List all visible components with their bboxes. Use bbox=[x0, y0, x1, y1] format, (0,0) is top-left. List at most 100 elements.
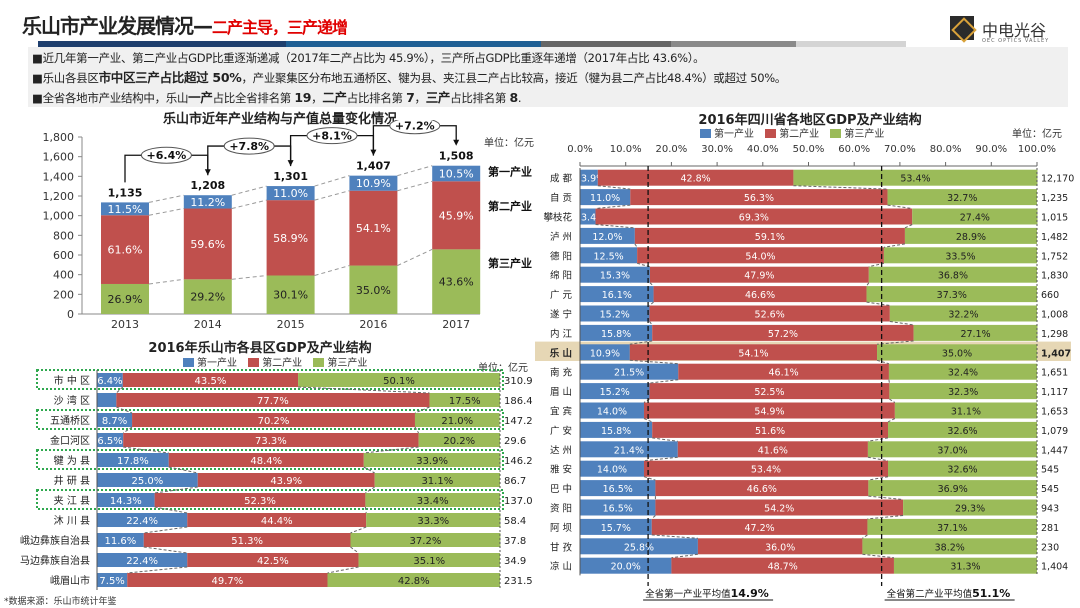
bar-label: 16.1% bbox=[602, 290, 632, 301]
gdp-value: 943 bbox=[1041, 504, 1059, 515]
bar-label: 31.1% bbox=[951, 407, 981, 418]
bar-primary bbox=[101, 202, 149, 216]
row-label: 市 中 区 bbox=[54, 374, 90, 387]
connector-line bbox=[397, 165, 433, 177]
bar-secondary bbox=[127, 573, 328, 587]
bar-tertiary bbox=[904, 227, 1037, 244]
chart2-title: 2016年乐山市各县区GDP及产业结构 bbox=[148, 341, 372, 356]
bar-label: 36.0% bbox=[765, 542, 795, 553]
row-label: 凉 山 bbox=[550, 561, 572, 573]
chart3-plot: 0.0% 10.0% 20.0% 30.0% 40.0% 50.0% 60.0% 70.0% 8… bbox=[535, 144, 1074, 601]
bar-tertiary bbox=[429, 393, 500, 407]
bar-primary bbox=[97, 453, 169, 467]
bar-label: 6.4% bbox=[97, 376, 122, 387]
average-value: 14.9% bbox=[731, 587, 769, 600]
bar-label: 25.0% bbox=[131, 476, 163, 487]
connector-line bbox=[122, 426, 133, 434]
average-value: 51.1% bbox=[972, 587, 1010, 600]
bar-label: 53.4% bbox=[900, 174, 930, 185]
bar-label: 27.1% bbox=[960, 329, 990, 340]
connector-line bbox=[867, 437, 889, 442]
legend-swatch-secondary bbox=[765, 129, 777, 138]
connector-line bbox=[889, 398, 896, 403]
bar-primary bbox=[266, 186, 315, 201]
bullet-text: 占比排名第 bbox=[346, 91, 407, 105]
bar-label: 14.0% bbox=[597, 407, 627, 418]
bar-label: 37.1% bbox=[937, 523, 967, 534]
bar-primary bbox=[580, 189, 631, 206]
row-label: 攀枝花 bbox=[543, 212, 572, 224]
growth-label: +6.4% bbox=[147, 149, 187, 162]
bar-secondary bbox=[143, 533, 351, 547]
growth-label: +7.2% bbox=[395, 120, 435, 133]
bar-label: 43.9% bbox=[270, 476, 302, 487]
bar-tertiary bbox=[912, 208, 1038, 225]
gdp-value: 231.5 bbox=[504, 576, 533, 587]
growth-badge bbox=[306, 127, 358, 145]
bar-tertiary bbox=[418, 433, 500, 447]
connector-line bbox=[629, 340, 653, 345]
bar-label: 51.3% bbox=[231, 536, 263, 547]
bar-secondary bbox=[634, 227, 905, 244]
row-label: 成 都 bbox=[550, 173, 573, 185]
bar-tertiary bbox=[349, 265, 398, 314]
bullet-text: 8 bbox=[509, 90, 518, 105]
legend-swatch-primary bbox=[183, 358, 194, 367]
bar-label: 46.6% bbox=[747, 484, 777, 495]
highlight-outline bbox=[36, 369, 504, 390]
growth-label: +8.1% bbox=[312, 130, 352, 143]
connector-line bbox=[154, 506, 188, 514]
bar-secondary bbox=[652, 421, 889, 438]
connector-line bbox=[883, 243, 906, 248]
chart1-plot: 0 200 400 600 800 1,000 1,200 1,400 1,600 1,800 26… bbox=[43, 120, 532, 331]
connector-line bbox=[327, 566, 359, 574]
gdp-value: 660 bbox=[1041, 290, 1059, 301]
connector-line bbox=[397, 180, 433, 192]
series-label: 第二产业 bbox=[488, 199, 532, 213]
bar-label: 20.2% bbox=[443, 436, 475, 447]
y-tick-label: 1,600 bbox=[43, 151, 75, 164]
connector-line bbox=[866, 282, 870, 287]
bar-tertiary bbox=[867, 441, 1037, 458]
connector-line bbox=[116, 406, 133, 414]
bar-primary bbox=[580, 499, 656, 516]
y-tick-label: 1,800 bbox=[43, 131, 75, 144]
highlight-outline bbox=[36, 489, 504, 510]
gdp-value: 1,298 bbox=[1041, 329, 1068, 340]
row-label: 五通桥区 bbox=[50, 415, 90, 427]
bar-label: 57.2% bbox=[768, 329, 798, 340]
connector-line bbox=[363, 446, 419, 454]
gdp-value: 1,651 bbox=[1041, 368, 1068, 379]
chart3-legend: 第一产业 第二产业 第三产业 bbox=[692, 125, 884, 140]
x-tick-label: 2014 bbox=[194, 318, 222, 331]
y-tick-label: 1,400 bbox=[43, 170, 75, 183]
bar-secondary bbox=[197, 473, 375, 487]
bar-secondary bbox=[595, 208, 913, 225]
bar-tertiary bbox=[894, 402, 1037, 419]
bar-primary bbox=[349, 175, 398, 191]
connector-line bbox=[350, 526, 367, 534]
bar-label: 50.1% bbox=[383, 376, 415, 387]
connector-line bbox=[887, 418, 896, 423]
bar-primary bbox=[580, 383, 650, 400]
gdp-value: 1,008 bbox=[1041, 310, 1068, 321]
row-label: 马边彝族自治县 bbox=[20, 554, 90, 567]
bar-secondary bbox=[643, 460, 889, 477]
bar-secondary bbox=[266, 200, 315, 276]
connector-line bbox=[877, 340, 914, 345]
bar-label: 58.9% bbox=[273, 232, 308, 245]
row-label: 眉 山 bbox=[550, 387, 572, 398]
bar-secondary bbox=[116, 393, 430, 407]
bar-label: 15.7% bbox=[601, 523, 631, 534]
bullet-text: ，产业聚集区分布地五通桥区、犍为县、夹江县二产占比较高，接近（犍为县二产占比48… bbox=[241, 71, 787, 85]
bar-label: 3.9% bbox=[581, 174, 605, 185]
connector-line bbox=[651, 534, 698, 539]
legend-label: 第一产业 bbox=[197, 358, 237, 369]
legend-label: 第三产业 bbox=[327, 358, 368, 369]
bar-tertiary bbox=[350, 533, 501, 547]
bullet-item: ■全省各地市产业结构中，乐山一产占比全省排名第 19，二产占比排名第 7，三产占… bbox=[32, 88, 1064, 108]
connector-line bbox=[649, 301, 654, 306]
bar-tertiary bbox=[327, 573, 500, 587]
bar-label: 47.9% bbox=[744, 271, 774, 282]
connector-line bbox=[127, 566, 188, 574]
